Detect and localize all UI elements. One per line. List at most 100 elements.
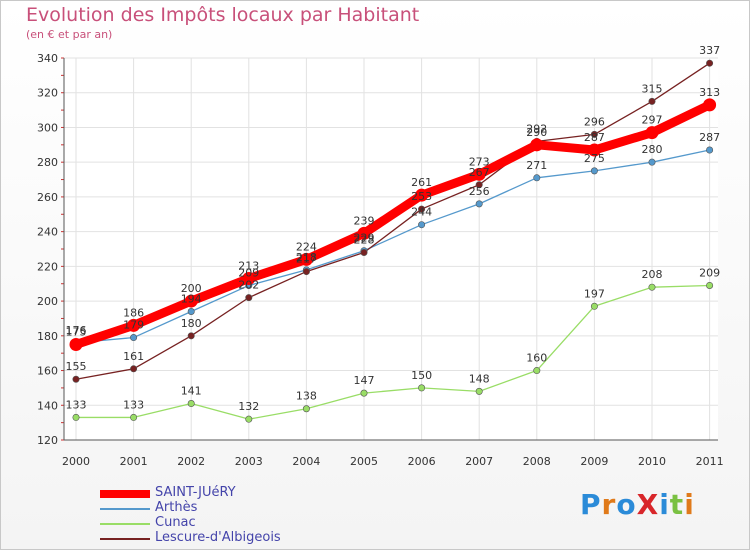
data-point <box>72 375 80 383</box>
data-label: 217 <box>296 253 317 266</box>
y-tick-label: 280 <box>37 156 58 169</box>
data-point <box>130 334 138 342</box>
data-point <box>418 205 426 213</box>
data-label: 186 <box>123 306 144 319</box>
data-point <box>590 302 598 310</box>
data-label: 280 <box>642 143 663 156</box>
data-point <box>130 413 138 421</box>
data-point <box>187 308 195 316</box>
series-line-1 <box>75 149 711 344</box>
data-point <box>242 272 256 286</box>
data-point <box>590 130 598 138</box>
data-label: 141 <box>181 385 202 398</box>
data-point <box>475 200 483 208</box>
data-label: 292 <box>526 122 547 135</box>
data-point <box>415 188 429 202</box>
y-tick-label: 180 <box>37 330 58 343</box>
data-point <box>472 167 486 181</box>
data-point <box>360 248 368 256</box>
data-label: 297 <box>642 114 663 127</box>
data-point <box>533 367 541 375</box>
data-label: 256 <box>469 185 490 198</box>
data-point <box>706 59 714 67</box>
data-point <box>357 226 371 240</box>
data-point <box>127 318 141 332</box>
data-label: 194 <box>181 293 202 306</box>
data-label: 287 <box>699 131 720 144</box>
x-tick-label: 2007 <box>465 455 493 468</box>
data-label: 155 <box>66 360 87 373</box>
legend-label: Arthès <box>155 500 198 515</box>
plot-area <box>64 58 718 440</box>
data-label: 209 <box>699 266 720 279</box>
chart-subtitle: (en € et par an) <box>26 28 113 41</box>
data-label: 132 <box>238 400 259 413</box>
data-label: 267 <box>469 166 490 179</box>
data-label: 218 <box>296 251 317 264</box>
data-label: 133 <box>66 398 87 411</box>
data-point <box>530 138 544 152</box>
y-tick-label: 320 <box>37 87 58 100</box>
data-label: 208 <box>642 268 663 281</box>
data-point <box>648 97 656 105</box>
data-point <box>587 143 601 157</box>
y-tick-label: 220 <box>37 260 58 273</box>
data-label: 253 <box>411 190 432 203</box>
data-point <box>245 415 253 423</box>
data-point <box>302 268 310 276</box>
data-label: 179 <box>123 319 144 332</box>
data-label: 224 <box>296 240 317 253</box>
data-label: 160 <box>526 352 547 365</box>
x-tick-label: 2002 <box>177 455 205 468</box>
data-point <box>533 174 541 182</box>
y-tick-label: 260 <box>37 191 58 204</box>
data-point <box>184 294 198 308</box>
y-tick-label: 200 <box>37 295 58 308</box>
data-label: 209 <box>238 266 259 279</box>
data-label: 273 <box>469 155 490 168</box>
data-point <box>418 384 426 392</box>
data-label: 271 <box>526 159 547 172</box>
y-tick-label: 300 <box>37 121 58 134</box>
data-point <box>645 126 659 140</box>
series-line-0 <box>71 100 715 349</box>
brand-logo: ProXiti <box>580 488 695 521</box>
data-point <box>302 405 310 413</box>
data-point <box>475 387 483 395</box>
legend-label: Lescure-d'Albigeois <box>155 530 281 545</box>
x-tick-label: 2008 <box>523 455 551 468</box>
data-point <box>706 281 714 289</box>
y-tick-label: 240 <box>37 226 58 239</box>
data-point <box>418 221 426 229</box>
data-label: 287 <box>584 131 605 144</box>
data-label: 229 <box>354 232 375 245</box>
legend-label: SAINT-JUéRY <box>155 485 236 500</box>
y-tick-label: 140 <box>37 399 58 412</box>
data-label: 133 <box>123 398 144 411</box>
x-tick-label: 2010 <box>638 455 666 468</box>
data-label: 275 <box>584 152 605 165</box>
series-line-3 <box>75 62 711 380</box>
data-point <box>648 158 656 166</box>
x-tick-label: 2005 <box>350 455 378 468</box>
data-point <box>299 252 313 266</box>
x-tick-label: 2000 <box>62 455 90 468</box>
data-label: 200 <box>181 282 202 295</box>
data-label: 150 <box>411 369 432 382</box>
legend-swatch <box>100 508 150 510</box>
data-label: 313 <box>699 86 720 99</box>
data-point <box>706 146 714 154</box>
data-point <box>648 283 656 291</box>
data-label: 202 <box>238 279 259 292</box>
y-tick-label: 340 <box>37 52 58 65</box>
data-label: 148 <box>469 372 490 385</box>
data-point <box>187 332 195 340</box>
data-label: 175 <box>66 326 87 339</box>
data-label: 228 <box>354 233 375 246</box>
data-label: 239 <box>354 214 375 227</box>
x-tick-label: 2006 <box>408 455 436 468</box>
legend-label: Cunac <box>155 515 196 530</box>
legend-swatch <box>100 490 150 498</box>
data-point <box>72 413 80 421</box>
